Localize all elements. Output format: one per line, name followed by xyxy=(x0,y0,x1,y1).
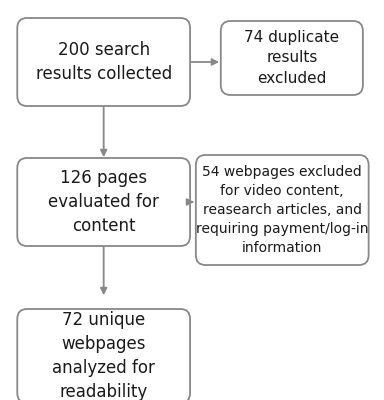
Text: 72 unique
webpages
analyzed for
readability: 72 unique webpages analyzed for readabil… xyxy=(52,310,155,400)
FancyBboxPatch shape xyxy=(221,21,363,95)
Text: 200 search
results collected: 200 search results collected xyxy=(36,41,172,83)
FancyBboxPatch shape xyxy=(17,158,190,246)
FancyBboxPatch shape xyxy=(17,18,190,106)
Text: 126 pages
evaluated for
content: 126 pages evaluated for content xyxy=(48,169,159,235)
FancyBboxPatch shape xyxy=(196,155,369,265)
Text: 54 webpages excluded
for video content,
reasearch articles, and
requiring paymen: 54 webpages excluded for video content, … xyxy=(196,165,369,255)
Text: 74 duplicate
results
excluded: 74 duplicate results excluded xyxy=(244,30,339,86)
FancyBboxPatch shape xyxy=(17,309,190,400)
